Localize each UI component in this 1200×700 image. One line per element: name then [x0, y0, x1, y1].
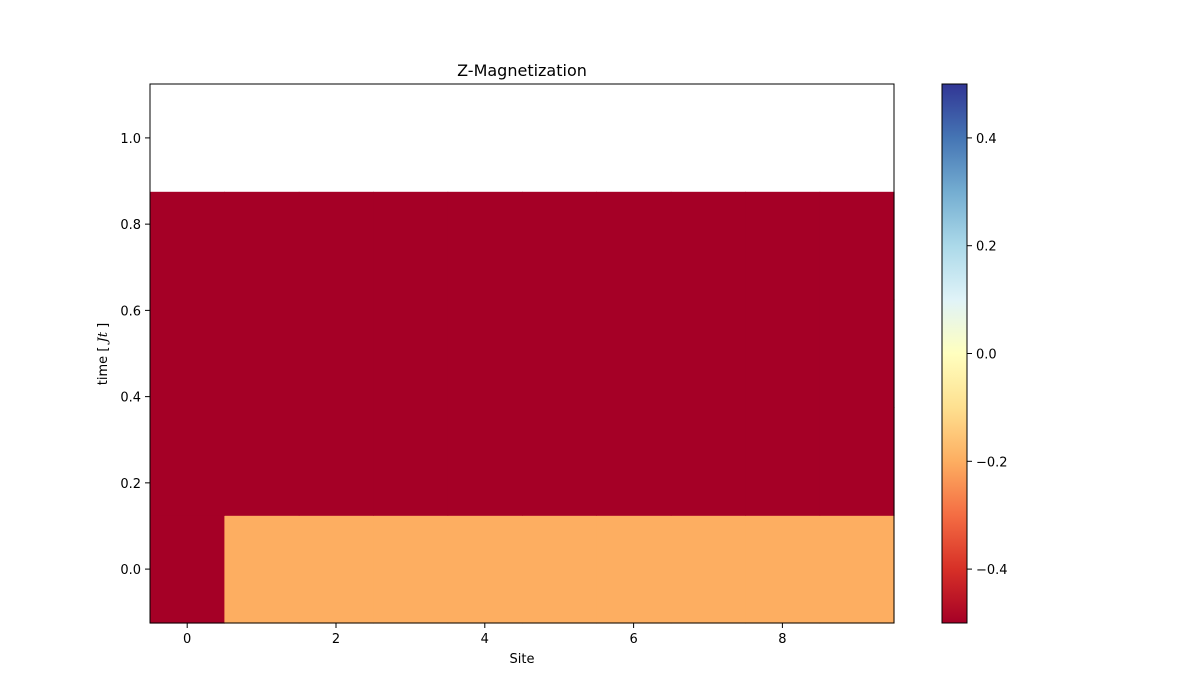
heatmap-cell — [745, 515, 821, 624]
heatmap-cell — [373, 191, 449, 301]
heatmap-cell — [224, 515, 300, 624]
heatmap-cell — [373, 299, 449, 408]
colorbar-tick-label: 0.4 — [976, 132, 997, 147]
y-tick-label: 0.0 — [120, 563, 141, 578]
heatmap-cell — [150, 515, 225, 624]
heatmap-cell — [224, 299, 300, 408]
y-tick-label: 0.8 — [120, 218, 141, 233]
heatmap-cell — [373, 407, 449, 516]
heatmap-cell — [298, 407, 374, 516]
heatmap-cell — [596, 515, 672, 624]
heatmap-cell — [447, 191, 523, 301]
heatmap-cell — [596, 299, 672, 408]
heatmap-cell — [522, 191, 597, 301]
heatmap-cell — [447, 299, 523, 408]
plot-frame — [149, 83, 895, 624]
x-tick-label: 2 — [332, 632, 340, 647]
y-tick-label: 0.4 — [120, 391, 141, 406]
heatmap-cell — [745, 191, 821, 301]
heatmap-cell — [522, 299, 597, 408]
colorbar-tick-label: −0.4 — [976, 563, 1008, 578]
x-axis-ticks: 0 2 4 6 8 — [183, 623, 787, 647]
chart-title: Z-Magnetization — [457, 61, 587, 80]
heatmap-cell — [224, 407, 300, 516]
heatmap-cell — [522, 407, 597, 516]
heatmap-cell — [819, 515, 895, 624]
y-axis-label: time [ Jt ] — [96, 323, 111, 385]
heatmap-cell — [819, 191, 895, 301]
heatmap-cell — [373, 515, 449, 624]
heatmap-cell — [150, 299, 225, 408]
x-tick-label: 4 — [481, 632, 489, 647]
heatmap-cell — [596, 407, 672, 516]
heatmap-cell — [819, 299, 895, 408]
y-axis-ticks: 0.0 0.2 0.4 0.6 0.8 1.0 — [120, 132, 150, 578]
y-tick-label: 1.0 — [120, 132, 141, 147]
colorbar-tick-label: 0.2 — [976, 240, 997, 255]
y-tick-label: 0.6 — [120, 304, 141, 319]
colorbar-tick-label: −0.2 — [976, 455, 1008, 470]
heatmap-cell — [819, 407, 895, 516]
heatmap-cell — [298, 515, 374, 624]
x-tick-label: 8 — [778, 632, 786, 647]
heatmap-cell — [447, 515, 523, 624]
x-tick-label: 6 — [629, 632, 637, 647]
heatmap-cell — [150, 191, 225, 301]
colorbar — [941, 83, 968, 624]
heatmap-cell — [596, 191, 672, 301]
heatmap-cell — [670, 191, 746, 301]
heatmap-cell — [224, 191, 300, 301]
heatmap-cell — [522, 515, 597, 624]
colorbar-ticks: −0.4 −0.2 0.0 0.2 0.4 — [967, 132, 1008, 578]
heatmap-cell — [150, 407, 225, 516]
heatmap-cell — [447, 407, 523, 516]
heatmap-cell — [745, 299, 821, 408]
heatmap-cell — [298, 191, 374, 301]
colorbar-tick-label: 0.0 — [976, 348, 997, 363]
heatmap-cells — [150, 191, 895, 624]
heatmap-cell — [298, 299, 374, 408]
heatmap-cell — [745, 407, 821, 516]
heatmap-cell — [670, 407, 746, 516]
x-axis-label: Site — [510, 652, 535, 667]
heatmap-cell — [670, 515, 746, 624]
heatmap-cell — [670, 299, 746, 408]
x-tick-label: 0 — [183, 632, 191, 647]
y-tick-label: 0.2 — [120, 477, 141, 492]
